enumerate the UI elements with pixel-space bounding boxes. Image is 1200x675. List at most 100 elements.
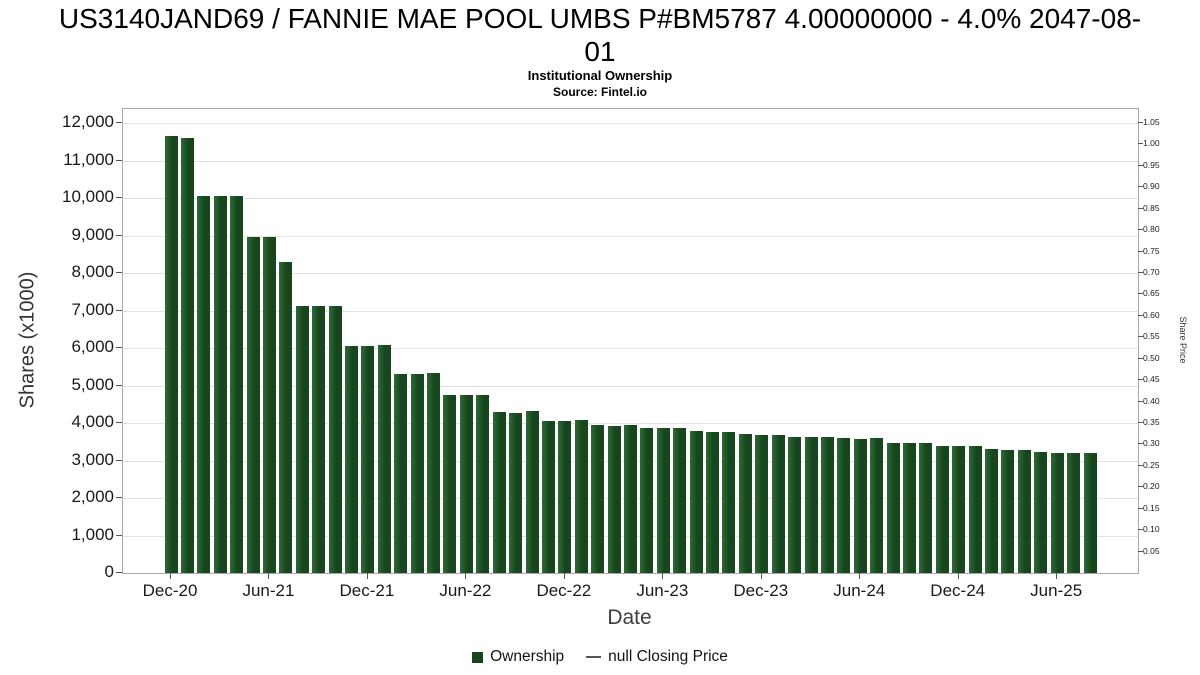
ownership-bar bbox=[476, 394, 490, 573]
ownership-bar bbox=[443, 394, 457, 573]
ownership-bar bbox=[886, 442, 900, 573]
ownership-bar bbox=[574, 420, 588, 573]
ownership-bar bbox=[180, 138, 194, 573]
ownership-bar bbox=[968, 445, 982, 573]
ownership-bar bbox=[279, 261, 293, 573]
ownership-bar bbox=[197, 196, 211, 573]
y-right-tick-label: 0.45 bbox=[1143, 374, 1160, 385]
y-left-tick-label: 4,000 bbox=[71, 412, 114, 431]
legend-price-label: null Closing Price bbox=[608, 648, 728, 665]
y-axis-title-left: Shares (x1000) bbox=[16, 271, 39, 409]
ownership-bar bbox=[985, 449, 999, 573]
y-right-tick-label: 0.75 bbox=[1143, 245, 1160, 256]
ownership-bar bbox=[722, 431, 736, 573]
ownership-bar bbox=[607, 425, 621, 573]
ownership-bar bbox=[345, 345, 359, 573]
ownership-bar bbox=[771, 434, 785, 573]
y-left-tick-label: 11,000 bbox=[63, 149, 114, 169]
y-right-tick-label: 0.95 bbox=[1143, 159, 1160, 170]
x-tick-label: Jun-25 bbox=[1030, 581, 1083, 600]
ownership-bar bbox=[1050, 453, 1064, 573]
price-line-icon bbox=[586, 656, 602, 658]
ownership-bar bbox=[410, 373, 424, 573]
ownership-bar bbox=[624, 425, 637, 573]
plot-area bbox=[122, 108, 1139, 574]
y-right-tick-label: 1.00 bbox=[1143, 138, 1160, 149]
grid-line bbox=[123, 385, 1138, 387]
ownership-bar bbox=[230, 195, 244, 573]
ownership-bar bbox=[952, 446, 966, 573]
ownership-bar bbox=[1067, 452, 1081, 573]
x-tick-label: Jun-22 bbox=[439, 581, 492, 600]
grid-line bbox=[123, 273, 1138, 274]
x-axis-title: Date bbox=[607, 606, 652, 629]
x-tick-label: Dec-20 bbox=[142, 581, 198, 600]
grid-line bbox=[123, 160, 1138, 162]
ownership-bar bbox=[837, 438, 851, 573]
ownership-bar bbox=[1034, 452, 1048, 573]
ownership-bar bbox=[509, 412, 523, 573]
ownership-bar bbox=[788, 436, 802, 573]
ownership-bar bbox=[1001, 450, 1015, 573]
ownership-bar bbox=[1083, 453, 1097, 573]
chart-subtitle: Institutional Ownership bbox=[527, 68, 673, 83]
chart-title-line2: 01 bbox=[584, 36, 616, 67]
ownership-bar bbox=[459, 395, 473, 573]
y-right-tick-label: 0.90 bbox=[1143, 181, 1160, 192]
ownership-bar bbox=[689, 431, 703, 573]
chart-title-line1: US3140JAND69 / FANNIE MAE POOL UMBS P#BM… bbox=[58, 3, 1142, 34]
y-left-tick-label: 3,000 bbox=[71, 449, 114, 469]
grid-line bbox=[123, 310, 1138, 312]
y-left-tick-label: 0 bbox=[104, 562, 114, 581]
ownership-bar bbox=[1017, 449, 1031, 573]
ownership-bar bbox=[328, 305, 342, 573]
ownership-bar bbox=[853, 438, 867, 573]
grid-line bbox=[123, 235, 1138, 237]
ownership-bar bbox=[394, 373, 408, 573]
x-tick-label: Dec-21 bbox=[339, 581, 395, 600]
ownership-bar bbox=[541, 420, 555, 573]
ownership-bar bbox=[164, 136, 178, 573]
y-left-tick-label: 10,000 bbox=[62, 187, 114, 206]
y-axis-title-right: Share Price bbox=[1178, 316, 1188, 364]
ownership-bar bbox=[361, 346, 375, 573]
y-right-tick-label: 0.15 bbox=[1143, 502, 1160, 513]
y-right-tick-label: 1.05 bbox=[1143, 117, 1160, 127]
y-right-tick-label: 0.60 bbox=[1143, 309, 1160, 320]
y-right-tick-label: 0.20 bbox=[1143, 481, 1160, 492]
y-right-tick-label: 0.30 bbox=[1143, 438, 1160, 449]
x-tick-label: Jun-21 bbox=[242, 581, 295, 600]
y-right-tick-label: 0.80 bbox=[1143, 224, 1160, 235]
chart-title: US3140JAND69 / FANNIE MAE POOL UMBS P#BM… bbox=[0, 2, 1200, 68]
ownership-bar bbox=[706, 432, 720, 573]
y-left-tick-label: 2,000 bbox=[71, 487, 114, 506]
y-right-tick-label: 0.25 bbox=[1143, 459, 1160, 470]
x-tick-label: Dec-22 bbox=[536, 581, 592, 600]
x-tick-label: Jun-24 bbox=[833, 581, 886, 600]
grid-line bbox=[123, 198, 1138, 199]
ownership-bar bbox=[246, 237, 260, 573]
y-left-tick-label: 1,000 bbox=[71, 524, 114, 544]
ownership-bar bbox=[755, 435, 769, 573]
ownership-bar bbox=[935, 445, 949, 573]
ownership-bar bbox=[738, 434, 752, 573]
y-right-tick-label: 0.35 bbox=[1143, 417, 1160, 427]
y-right-tick-label: 0.65 bbox=[1143, 288, 1160, 299]
ownership-bar bbox=[525, 411, 539, 573]
y-left-tick-label: 12,000 bbox=[62, 112, 114, 131]
ownership-bar bbox=[377, 345, 391, 573]
y-right-tick-label: 0.05 bbox=[1143, 545, 1160, 556]
ownership-bar bbox=[656, 428, 670, 573]
y-right-tick-label: 0.70 bbox=[1143, 267, 1160, 277]
grid-line bbox=[123, 423, 1138, 424]
y-right-tick-label: 0.40 bbox=[1143, 395, 1160, 406]
grid-line bbox=[123, 348, 1138, 349]
ownership-bar bbox=[558, 421, 572, 573]
ownership-bar bbox=[919, 442, 933, 573]
chart-source: Source: Fintel.io bbox=[552, 85, 647, 99]
ownership-bar bbox=[820, 436, 834, 573]
legend-ownership-label: Ownership bbox=[490, 648, 565, 665]
ownership-bar bbox=[295, 306, 309, 573]
ownership-bar bbox=[591, 424, 605, 573]
ownership-bar bbox=[427, 373, 441, 573]
